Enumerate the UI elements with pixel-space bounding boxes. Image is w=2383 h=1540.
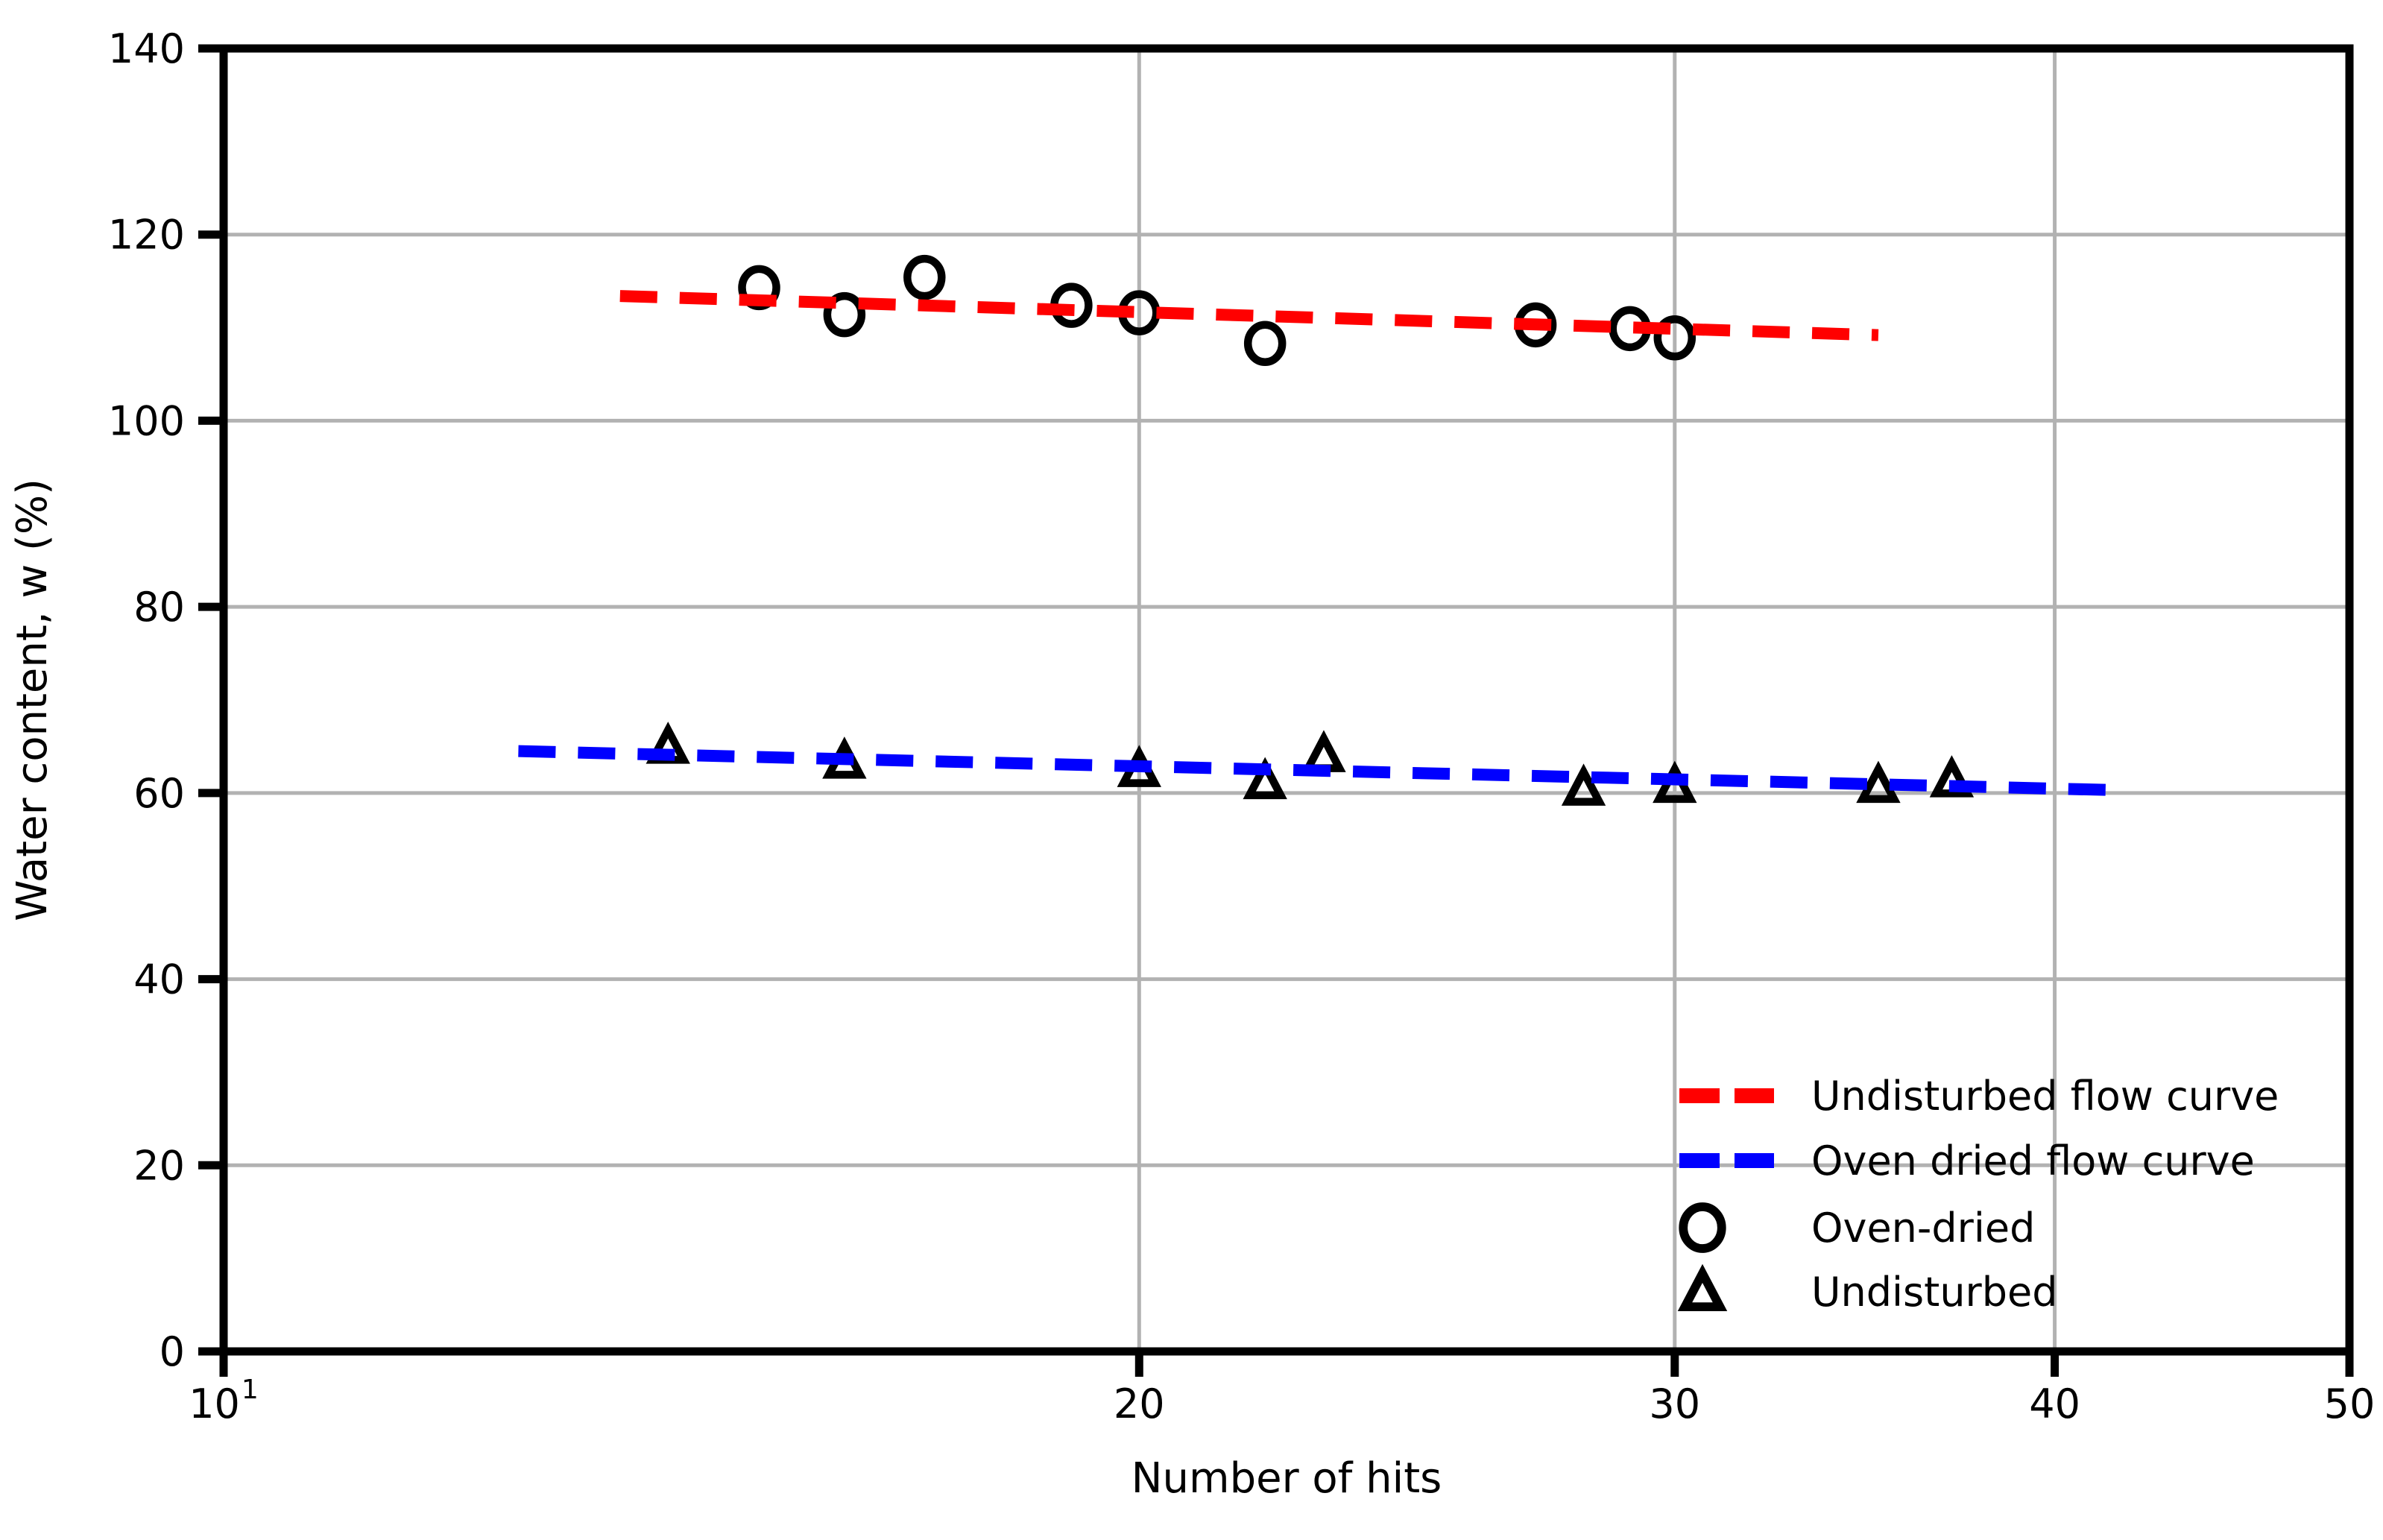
x-tick-label-10: 101 bbox=[189, 1375, 259, 1427]
y-tick-label-20: 20 bbox=[133, 1142, 185, 1189]
circle-marker bbox=[903, 254, 946, 300]
legend-item-undisturbed-flow-curve: Undisturbed flow curve bbox=[1679, 1073, 2279, 1120]
triangle-marker bbox=[1243, 757, 1287, 800]
x-tick-label-20: 20 bbox=[1114, 1380, 1165, 1427]
axes-frame bbox=[219, 44, 2354, 1356]
y-tick-label-0: 0 bbox=[160, 1328, 185, 1375]
legend-label: Oven-dried bbox=[1811, 1205, 2035, 1252]
x-tick-label-40: 40 bbox=[2029, 1380, 2080, 1427]
y-tick-label-60: 60 bbox=[133, 770, 185, 817]
y-tick-label-80: 80 bbox=[133, 584, 185, 631]
legend-item-oven-dried: Oven-dried bbox=[1679, 1202, 2035, 1253]
y-axis: 0 20 40 60 80 100 120 140 bbox=[108, 25, 224, 1375]
y-tick-label-40: 40 bbox=[133, 956, 185, 1003]
circle-marker bbox=[823, 291, 866, 338]
y-tick-label-100: 100 bbox=[108, 397, 185, 444]
legend-label: Undisturbed flow curve bbox=[1811, 1073, 2279, 1120]
x-tick-label-30: 30 bbox=[1649, 1380, 1700, 1427]
circle-marker bbox=[1243, 321, 1287, 367]
triangle-marker bbox=[1856, 760, 1901, 804]
legend-item-oven-dried-flow-curve: Oven dried flow curve bbox=[1679, 1137, 2255, 1184]
triangle-marker bbox=[1929, 755, 1975, 798]
y-tick-label-140: 140 bbox=[108, 25, 185, 72]
undisturbed-flow-curve-line bbox=[619, 290, 1879, 341]
legend-item-undisturbed: Undisturbed bbox=[1677, 1263, 2058, 1316]
legend-circle-swatch bbox=[1679, 1202, 1726, 1253]
legend-label: Undisturbed bbox=[1811, 1269, 2058, 1316]
legend-triangle-swatch bbox=[1677, 1263, 1728, 1312]
legend-label: Oven dried flow curve bbox=[1811, 1137, 2255, 1184]
triangle-marker bbox=[1301, 730, 1346, 772]
circle-marker bbox=[1653, 315, 1696, 361]
y-axis-label: Water content, w (%) bbox=[8, 479, 57, 921]
triangle-marker bbox=[1561, 763, 1606, 806]
x-axis: 101 20 30 40 50 bbox=[189, 1351, 2375, 1427]
x-tick-label-50: 50 bbox=[2324, 1380, 2376, 1427]
x-axis-label: Number of hits bbox=[1131, 1454, 1442, 1503]
grid-layer bbox=[224, 48, 2349, 1351]
legend: Undisturbed flow curve Oven dried flow cu… bbox=[1677, 1073, 2279, 1316]
oven-dried-flow-curve-line bbox=[518, 745, 2120, 797]
y-tick-label-120: 120 bbox=[108, 212, 185, 259]
